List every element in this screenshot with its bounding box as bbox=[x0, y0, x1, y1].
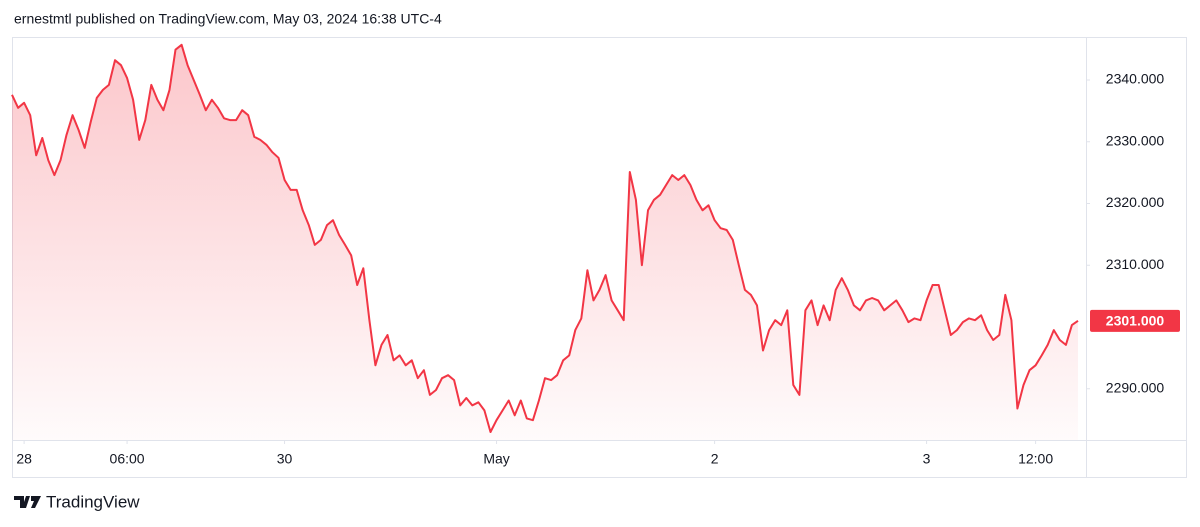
price-line bbox=[11, 43, 1079, 433]
footer-brand: TradingView bbox=[46, 492, 140, 511]
x-tick-label: 28 bbox=[16, 451, 32, 467]
x-tick-label: 2 bbox=[711, 451, 719, 467]
x-tick-label: 06:00 bbox=[110, 451, 145, 467]
last-price-label: 2301.000 bbox=[1106, 313, 1165, 329]
y-tick-label: 2320.000 bbox=[1106, 194, 1165, 210]
header-text: ernestmtl published on TradingView.com, … bbox=[14, 11, 442, 27]
y-tick-label: 2340.000 bbox=[1106, 71, 1165, 87]
y-tick-label: 2330.000 bbox=[1106, 132, 1165, 148]
x-tick-label: 30 bbox=[277, 451, 293, 467]
y-tick-label: 2310.000 bbox=[1106, 256, 1165, 272]
footer-logo bbox=[14, 496, 41, 508]
area-fill bbox=[12, 44, 1078, 441]
x-tick-label: May bbox=[483, 451, 509, 467]
last-price-badge bbox=[1090, 309, 1180, 332]
x-tick-label: 3 bbox=[923, 451, 931, 467]
y-tick-label: 2290.000 bbox=[1106, 379, 1165, 395]
x-tick-label: 12:00 bbox=[1018, 451, 1053, 467]
